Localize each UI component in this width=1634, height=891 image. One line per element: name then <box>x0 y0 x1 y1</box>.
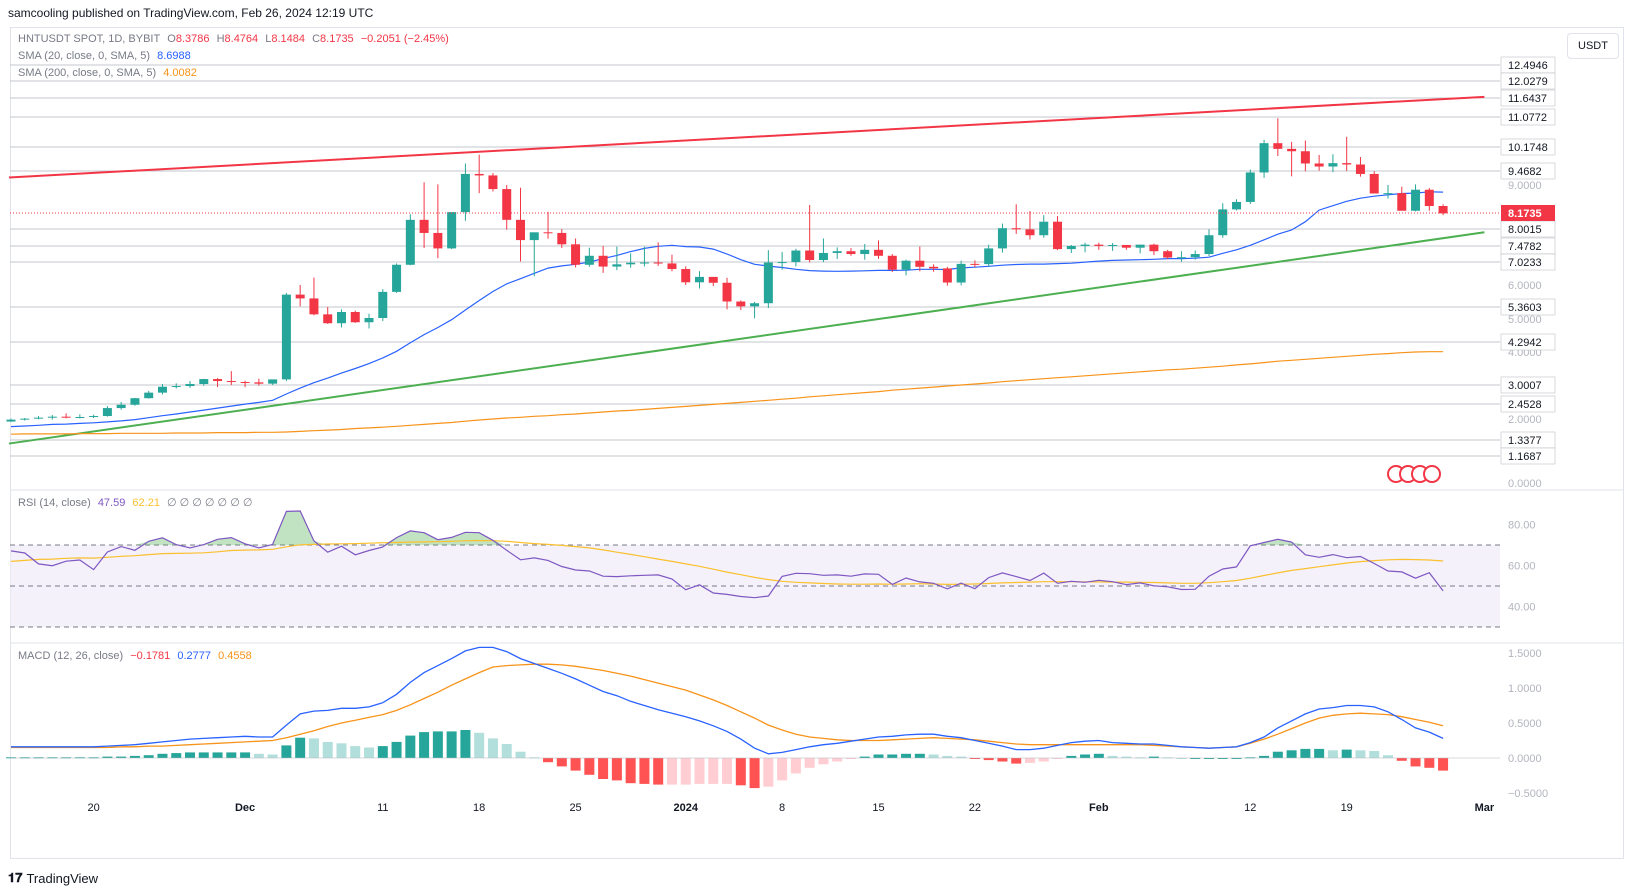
macd-hist-value: −0.1781 <box>130 650 171 662</box>
chart-frame <box>10 27 1624 859</box>
change-value: −0.2051 (−2.45%) <box>360 33 449 45</box>
low-label: L <box>265 33 272 45</box>
sma20-value: 8.6988 <box>157 50 191 62</box>
open-value: 8.3786 <box>175 33 210 45</box>
brand-label: TradingView <box>26 870 99 886</box>
low-value: 8.1484 <box>271 33 306 45</box>
macd-legend[interactable]: MACD (12, 26, close) −0.1781 0.2777 0.45… <box>18 650 256 662</box>
rsi-ma-value: 62.21 <box>132 497 160 509</box>
price-legend: HNTUSDT SPOT, 1D, BYBIT O8.3786 H8.4764 … <box>18 33 453 45</box>
macd-label: MACD (12, 26, close) <box>18 650 124 662</box>
publisher-header: samcooling published on TradingView.com,… <box>8 6 374 20</box>
high-value: 8.4764 <box>224 33 259 45</box>
sma200-label: SMA (200, close, 0, SMA, 5) <box>18 67 157 79</box>
high-label: H <box>216 33 225 45</box>
rsi-label: RSI (14, close) <box>18 497 91 509</box>
sma200-value: 4.0082 <box>163 67 197 79</box>
sma200-legend[interactable]: SMA (200, close, 0, SMA, 5) 4.0082 <box>18 67 201 79</box>
macd-line-value: 0.2777 <box>177 650 212 662</box>
close-label: C <box>312 33 321 45</box>
sma20-label: SMA (20, close, 0, SMA, 5) <box>18 50 151 62</box>
rsi-extra: ∅ ∅ ∅ ∅ ∅ ∅ ∅ <box>167 497 253 509</box>
close-value: 8.1735 <box>320 33 354 45</box>
footer-brand: 𝟏𝟕 TradingView <box>8 870 98 886</box>
tradingview-logo-icon: 𝟏𝟕 <box>8 870 23 885</box>
rsi-value: 47.59 <box>97 497 126 509</box>
symbol-label[interactable]: HNTUSDT SPOT, 1D, BYBIT <box>18 33 161 45</box>
macd-signal-value: 0.4558 <box>218 650 252 662</box>
rsi-legend[interactable]: RSI (14, close) 47.59 62.21 ∅ ∅ ∅ ∅ ∅ ∅ … <box>18 496 256 509</box>
currency-button[interactable]: USDT <box>1567 33 1619 59</box>
open-label: O <box>167 33 176 45</box>
sma20-legend[interactable]: SMA (20, close, 0, SMA, 5) 8.6988 <box>18 50 195 62</box>
